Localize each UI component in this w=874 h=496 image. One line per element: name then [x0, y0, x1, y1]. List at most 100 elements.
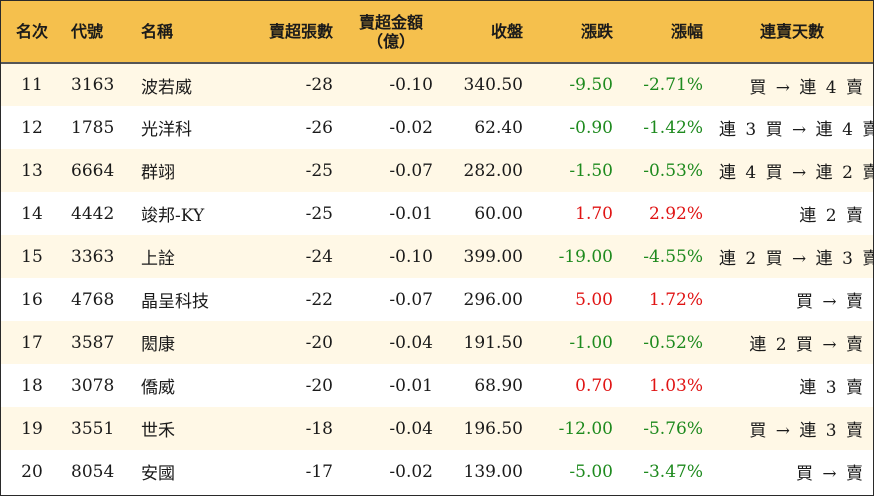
header-change-pct: 漲幅: [621, 1, 711, 64]
cell-sell-amount: -0.04: [389, 418, 433, 439]
table-row: 16 4768 晶呈科技 -22 -0.07 296.00 5.00 1.72%…: [1, 278, 873, 321]
cell-rank: 16: [21, 289, 43, 310]
cell-change: 5.00: [575, 289, 613, 310]
cell-sell-amount: -0.01: [389, 375, 433, 396]
table-body: 11 3163 波若威 -28 -0.10 340.50 -9.50 -2.71…: [1, 63, 874, 493]
cell-change: -5.00: [569, 461, 613, 482]
cell-change-pct: -4.55%: [643, 246, 703, 267]
cell-rank: 18: [21, 375, 43, 396]
cell-name: 世禾: [141, 421, 175, 441]
cell-change-pct: -0.53%: [643, 160, 703, 181]
cell-streak: 買 → 賣: [795, 464, 865, 484]
cell-sell-lots: -18: [305, 418, 333, 439]
cell-name: 晶呈科技: [141, 292, 209, 312]
cell-sell-lots: -20: [305, 375, 333, 396]
cell-sell-amount: -0.07: [389, 160, 433, 181]
cell-sell-lots: -28: [305, 75, 333, 95]
header-change: 漲跌: [531, 1, 621, 64]
cell-change: 0.70: [575, 375, 613, 396]
header-sell-amount-line2: （億）: [366, 31, 415, 51]
cell-streak: 連 4 買 → 連 2 賣: [719, 163, 874, 183]
cell-sell-lots: -17: [305, 461, 333, 482]
header-rank: 名次: [1, 1, 63, 64]
header-close: 收盤: [441, 1, 531, 64]
cell-streak: 連 2 賣: [799, 206, 865, 226]
cell-code: 8054: [71, 461, 115, 482]
table-row: 12 1785 光洋科 -26 -0.02 62.40 -0.90 -1.42%…: [1, 106, 874, 149]
table-row: 17 3587 閎康 -20 -0.04 191.50 -1.00 -0.52%…: [1, 321, 873, 364]
cell-close: 399.00: [463, 246, 523, 267]
cell-code: 3078: [71, 375, 115, 396]
cell-name: 光洋科: [141, 120, 192, 140]
header-sell-amount-line1: 賣超金額: [358, 12, 423, 32]
cell-sell-amount: -0.04: [389, 332, 433, 353]
cell-sell-lots: -26: [305, 117, 333, 138]
cell-change: -19.00: [558, 246, 613, 267]
cell-code: 4768: [71, 289, 115, 310]
cell-sell-amount: -0.10: [389, 75, 433, 95]
cell-change: -12.00: [558, 418, 613, 439]
cell-name: 竣邦-KY: [141, 206, 205, 226]
cell-rank: 20: [21, 461, 43, 482]
cell-change-pct: 1.03%: [648, 375, 703, 396]
cell-name: 上詮: [141, 249, 175, 269]
cell-change-pct: 2.92%: [648, 203, 703, 224]
cell-sell-lots: -25: [305, 203, 333, 224]
cell-sell-lots: -24: [305, 246, 333, 267]
cell-streak: 買 → 賣: [795, 292, 865, 312]
cell-sell-amount: -0.02: [389, 117, 433, 138]
cell-rank: 12: [21, 117, 43, 138]
cell-sell-amount: -0.07: [389, 289, 433, 310]
cell-change: -1.50: [569, 160, 613, 181]
cell-code: 3163: [71, 75, 115, 95]
cell-close: 340.50: [463, 75, 523, 95]
table-row: 20 8054 安國 -17 -0.02 139.00 -5.00 -3.47%…: [1, 450, 873, 493]
cell-change: -9.50: [569, 75, 613, 95]
header-streak: 連賣天數: [711, 1, 873, 64]
cell-change: -1.00: [569, 332, 613, 353]
cell-rank: 19: [21, 418, 43, 439]
cell-code: 1785: [71, 117, 115, 138]
table-row: 13 6664 群翊 -25 -0.07 282.00 -1.50 -0.53%…: [1, 149, 874, 192]
cell-change-pct: 1.72%: [648, 289, 703, 310]
cell-name: 群翊: [141, 163, 175, 183]
cell-code: 3551: [71, 418, 115, 439]
table-row: 14 4442 竣邦-KY -25 -0.01 60.00 1.70 2.92%…: [1, 192, 873, 235]
cell-streak: 買 → 連 4 賣: [749, 77, 865, 98]
cell-streak: 連 3 賣: [799, 378, 865, 398]
cell-streak: 連 3 買 → 連 4 賣: [719, 120, 874, 140]
cell-rank: 11: [21, 75, 43, 95]
cell-code: 3587: [71, 332, 115, 353]
cell-close: 196.50: [463, 418, 523, 439]
cell-change-pct: -0.52%: [643, 332, 703, 353]
cell-name: 安國: [141, 464, 175, 484]
cell-name: 閎康: [141, 335, 175, 355]
cell-streak: 連 2 買 → 賣: [749, 335, 865, 355]
cell-sell-lots: -22: [305, 289, 333, 310]
cell-rank: 14: [21, 203, 43, 224]
cell-rank: 15: [21, 246, 43, 267]
cell-streak: 連 2 買 → 連 3 賣: [719, 249, 874, 269]
cell-code: 3363: [71, 246, 115, 267]
cell-close: 139.00: [463, 461, 523, 482]
cell-sell-amount: -0.01: [389, 203, 433, 224]
cell-close: 282.00: [463, 160, 523, 181]
header-sell-lots: 賣超張數: [241, 1, 341, 64]
cell-code: 4442: [71, 203, 115, 224]
table-row: 11 3163 波若威 -28 -0.10 340.50 -9.50 -2.71…: [1, 63, 873, 106]
header-sell-amount: 賣超金額 （億）: [341, 1, 441, 64]
cell-close: 296.00: [463, 289, 523, 310]
cell-change-pct: -5.76%: [643, 418, 703, 439]
cell-close: 191.50: [463, 332, 523, 353]
cell-sell-lots: -25: [305, 160, 333, 181]
header-code: 代號: [63, 1, 133, 64]
cell-rank: 13: [21, 160, 43, 181]
cell-sell-lots: -20: [305, 332, 333, 353]
cell-sell-amount: -0.02: [389, 461, 433, 482]
header-name: 名稱: [133, 1, 241, 64]
cell-code: 6664: [71, 160, 115, 181]
cell-change-pct: -1.42%: [643, 117, 703, 138]
cell-close: 60.00: [474, 203, 523, 224]
cell-rank: 17: [21, 332, 43, 353]
